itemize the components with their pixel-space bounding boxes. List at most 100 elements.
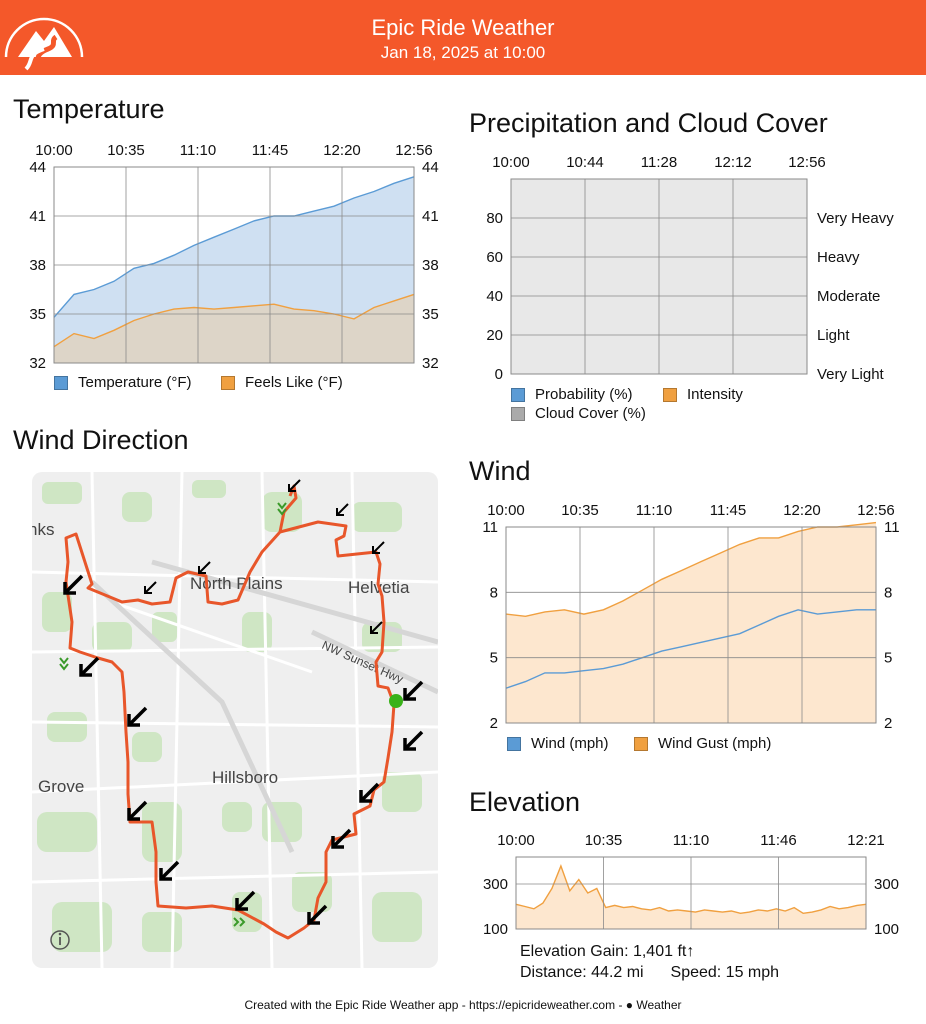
route-path bbox=[64, 484, 396, 940]
legend-swatch bbox=[221, 375, 235, 390]
start-marker[interactable] bbox=[389, 694, 403, 708]
plot-frame bbox=[515, 856, 867, 930]
legend-item-wind-gust: Wind Gust (mph) bbox=[634, 735, 771, 752]
elevation-title: Elevation bbox=[469, 787, 581, 817]
intensity-tick-label: Very Heavy bbox=[817, 210, 894, 227]
precipitation-title: Precipitation and Cloud Cover bbox=[469, 108, 828, 138]
ride-date: Jan 18, 2025 at 10:00 bbox=[380, 43, 546, 62]
x-tick-label: 11:10 bbox=[180, 142, 216, 159]
y-tick-label: 40 bbox=[486, 288, 503, 305]
y-tick-label: 32 bbox=[29, 355, 46, 372]
plot-frame bbox=[53, 166, 415, 364]
app-title: Epic Ride Weather bbox=[371, 15, 555, 40]
y-tick-label: 5 bbox=[490, 650, 498, 667]
footer-credit: Created with the Epic Ride Weather app -… bbox=[244, 998, 626, 1012]
y-tick-label: 11 bbox=[482, 519, 498, 536]
series-area-1 bbox=[506, 522, 876, 723]
series-line-1 bbox=[53, 293, 415, 348]
x-tick-label: 12:20 bbox=[783, 502, 821, 519]
plot-frame bbox=[510, 178, 808, 375]
legend-item-intensity: Intensity bbox=[663, 386, 743, 403]
wind-arrow-icon bbox=[359, 782, 380, 803]
y-tick-label: 0 bbox=[495, 366, 503, 383]
apple-icon: ● bbox=[625, 998, 634, 1012]
app-header: Epic Ride Weather Jan 18, 2025 at 10:00 bbox=[0, 0, 926, 75]
map-canvas: North Plains Helvetia NW Sunset Hwy Hill… bbox=[32, 472, 438, 968]
intensity-tick-label: Heavy bbox=[817, 249, 860, 266]
y-tick-label-right: 100 bbox=[874, 921, 899, 938]
y-tick-label: 2 bbox=[490, 715, 498, 732]
x-tick-label: 10:00 bbox=[492, 154, 530, 171]
wind-direction-title: Wind Direction bbox=[13, 425, 189, 455]
legend-label: Cloud Cover (%) bbox=[535, 405, 646, 422]
y-tick-label-right: 300 bbox=[874, 876, 899, 893]
y-tick-label-right: 11 bbox=[884, 519, 900, 536]
wind-arrow-icon bbox=[336, 503, 349, 516]
y-tick-label-right: 2 bbox=[884, 715, 892, 732]
ride-stats: Distance: 44.2 mi Speed: 15 mph bbox=[520, 964, 779, 982]
x-tick-label: 10:00 bbox=[487, 502, 525, 519]
legend-label: Wind (mph) bbox=[531, 735, 609, 752]
legend-item-cloud-cover: Cloud Cover (%) bbox=[511, 405, 646, 422]
legend-item-wind: Wind (mph) bbox=[507, 735, 609, 752]
wind-arrow-icon bbox=[198, 561, 211, 574]
x-tick-label: 11:10 bbox=[673, 832, 709, 849]
x-tick-label: 11:46 bbox=[760, 832, 796, 849]
y-tick-label-right: 8 bbox=[884, 584, 892, 601]
x-tick-label: 11:10 bbox=[636, 502, 672, 519]
x-tick-label: 12:56 bbox=[857, 502, 895, 519]
wind-arrow-icon bbox=[403, 680, 424, 701]
x-tick-label: 12:56 bbox=[788, 154, 826, 171]
mountain-road-icon bbox=[4, 17, 84, 71]
legend-swatch bbox=[507, 736, 521, 751]
legend-label: Probability (%) bbox=[535, 386, 633, 403]
y-tick-label: 38 bbox=[29, 257, 46, 274]
legend-item-temperature: Temperature (°F) bbox=[54, 374, 192, 391]
x-tick-label: 10:44 bbox=[566, 154, 604, 171]
x-tick-label: 10:35 bbox=[107, 142, 145, 159]
legend-item-probability: Probability (%) bbox=[511, 386, 633, 403]
roads bbox=[32, 472, 438, 968]
x-tick-label: 11:28 bbox=[641, 154, 677, 171]
intensity-tick-label: Moderate bbox=[817, 288, 880, 305]
series-line-1 bbox=[505, 521, 877, 618]
y-tick-label-right: 38 bbox=[422, 257, 439, 274]
elevation-gain: Elevation Gain: 1,401 ft↑ bbox=[520, 943, 695, 960]
wind-direction-map[interactable]: North Plains Helvetia NW Sunset Hwy Hill… bbox=[32, 472, 438, 968]
legend-item-feels-like: Feels Like (°F) bbox=[221, 374, 343, 391]
y-tick-label-right: 32 bbox=[422, 355, 439, 372]
footer-brand: Weather bbox=[636, 998, 682, 1012]
x-tick-label: 10:35 bbox=[585, 832, 623, 849]
y-tick-label-right: 5 bbox=[884, 650, 892, 667]
y-tick-label: 35 bbox=[29, 306, 46, 323]
y-tick-label: 300 bbox=[483, 876, 508, 893]
map-label-north-plains: North Plains bbox=[190, 574, 283, 593]
temperature-title: Temperature bbox=[13, 94, 165, 124]
y-tick-label-right: 44 bbox=[422, 159, 439, 176]
distance-value: Distance: 44.2 mi bbox=[520, 964, 644, 981]
wind-title: Wind bbox=[469, 456, 531, 486]
series-line-0 bbox=[505, 609, 876, 689]
legend-label: Temperature (°F) bbox=[78, 374, 192, 391]
x-tick-label: 10:35 bbox=[561, 502, 599, 519]
y-tick-label-right: 41 bbox=[422, 208, 439, 225]
speed-value: Speed: 15 mph bbox=[670, 964, 780, 981]
legend-swatch bbox=[663, 387, 677, 402]
wind-arrow-icon bbox=[403, 730, 424, 751]
x-tick-label: 12:56 bbox=[395, 142, 433, 159]
map-label-grove: Grove bbox=[38, 777, 84, 796]
plot-frame bbox=[505, 526, 877, 724]
y-tick-label: 20 bbox=[486, 327, 503, 344]
wind-arrows bbox=[63, 479, 424, 925]
legend-swatch bbox=[511, 387, 525, 402]
x-tick-label: 12:20 bbox=[323, 142, 361, 159]
legend-swatch bbox=[634, 736, 648, 751]
x-tick-label: 10:00 bbox=[35, 142, 73, 159]
x-tick-label: 12:21 bbox=[847, 832, 885, 849]
y-tick-label: 41 bbox=[29, 208, 46, 225]
y-tick-label: 60 bbox=[486, 249, 503, 266]
y-tick-label: 80 bbox=[486, 210, 503, 227]
info-icon[interactable] bbox=[50, 930, 70, 950]
elevation-chart: 10:00 10:35 11:10 11:46 12:21 300 300 100 100 bbox=[483, 832, 899, 938]
